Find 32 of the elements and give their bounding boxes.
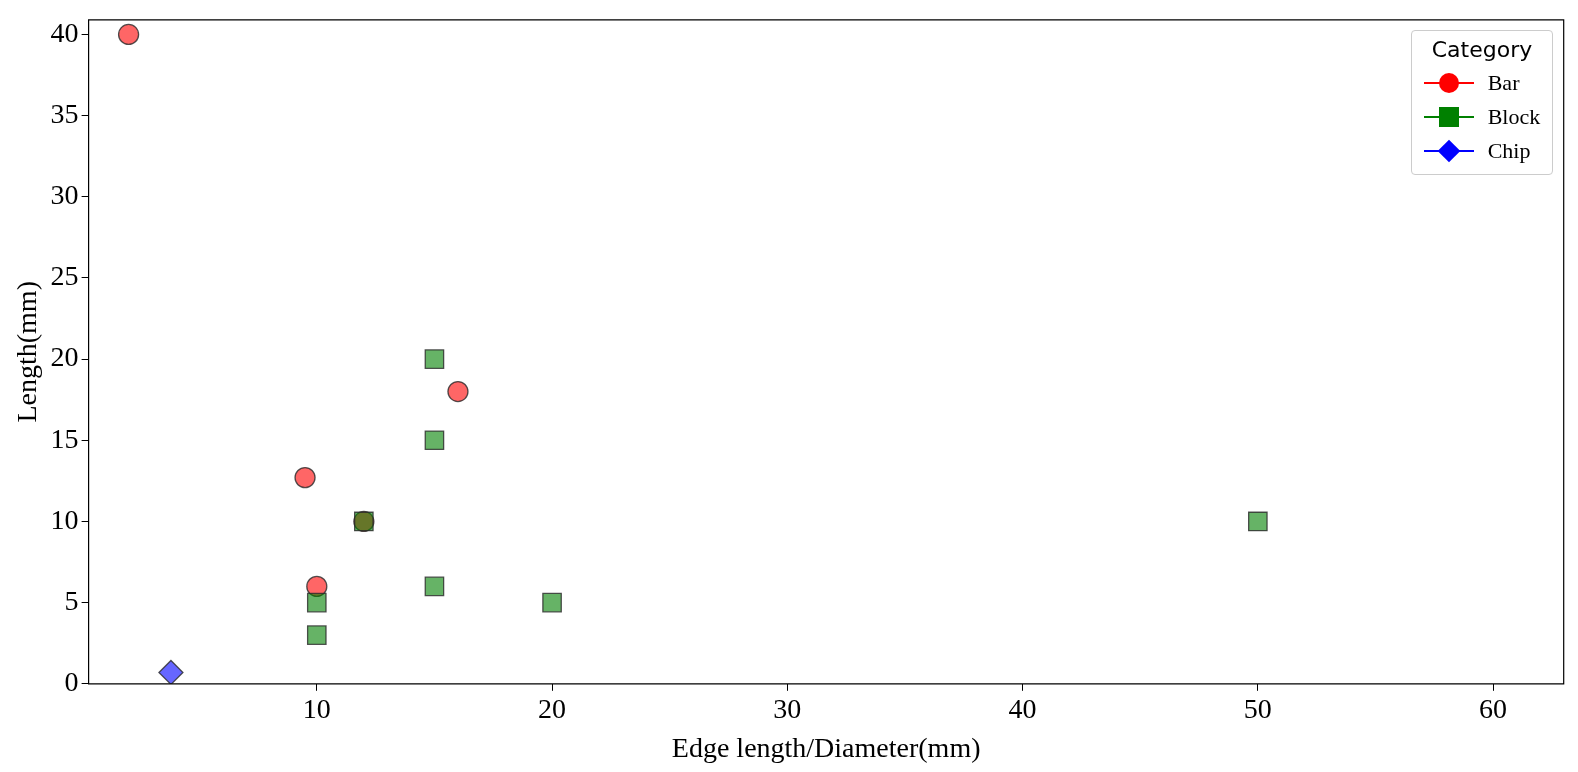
y-tick-label: 35: [50, 97, 79, 129]
point: [294, 466, 316, 489]
x-tick-label: 60: [1479, 692, 1508, 724]
y-tick-label: 40: [50, 16, 79, 48]
x-tick-label: 10: [302, 692, 331, 724]
legend-label: Bar: [1487, 69, 1520, 96]
y-axis-title: Length(mm): [11, 281, 43, 423]
y-tick-label: 15: [50, 422, 79, 454]
point: [424, 576, 445, 597]
point: [306, 592, 327, 613]
point: [158, 659, 184, 684]
y-tick-label: 20: [50, 341, 79, 373]
point: [1248, 511, 1268, 532]
y-tick-label: 5: [64, 584, 79, 616]
y-tick-label: 10: [50, 503, 79, 535]
point: [306, 625, 327, 645]
y-tick-label: 30: [50, 179, 79, 211]
point: [542, 592, 562, 613]
point: [117, 23, 140, 46]
point: [424, 349, 445, 369]
legend-title: Category: [1430, 36, 1534, 62]
y-tick-label: 0: [64, 666, 79, 698]
point: [424, 430, 445, 451]
y-tick-label: 25: [50, 260, 79, 292]
legend-label: Block: [1487, 103, 1541, 130]
x-axis-title: Edge length/Diameter(mm): [671, 731, 981, 763]
x-tick-label: 40: [1008, 692, 1037, 724]
x-tick-label: 50: [1243, 692, 1272, 724]
x-tick-label: 30: [773, 692, 802, 724]
point: [447, 380, 469, 403]
x-tick-label: 20: [538, 692, 567, 724]
legend-label: Chip: [1487, 137, 1531, 164]
